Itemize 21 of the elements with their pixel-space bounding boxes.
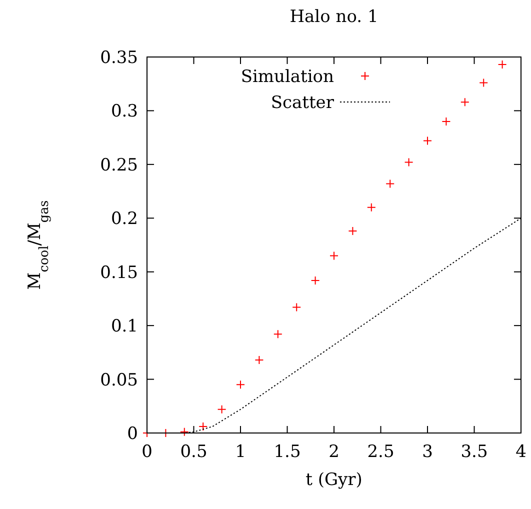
y-tick-label: 0.2: [110, 209, 138, 230]
x-tick-label: 0.5: [180, 442, 208, 462]
x-tick-label: 1: [235, 442, 246, 462]
y-tick-label: 0.05: [100, 370, 138, 390]
y-tick-label: 0.3: [110, 102, 138, 122]
x-tick-label: 2.5: [367, 442, 394, 462]
x-axis-title: t (Gyr): [306, 470, 362, 490]
y-tick-label: 0.35: [100, 48, 138, 68]
legend-label: Scatter: [270, 93, 335, 113]
legend-label: Simulation: [240, 67, 334, 87]
chart-title: Halo no. 1: [290, 7, 378, 27]
x-tick-label: 0: [142, 442, 152, 462]
y-tick-label: 0.1: [110, 316, 138, 337]
y-tick-label: 0.25: [100, 155, 138, 176]
x-tick-label: 4: [516, 442, 526, 462]
x-tick-label: 3: [422, 442, 433, 462]
x-tick-label: 2: [328, 442, 340, 462]
x-tick-label: 1.5: [274, 442, 301, 462]
y-tick-label: 0: [127, 424, 138, 444]
x-tick-label: 3.5: [460, 442, 488, 462]
y-tick-label: 0.15: [100, 262, 138, 283]
